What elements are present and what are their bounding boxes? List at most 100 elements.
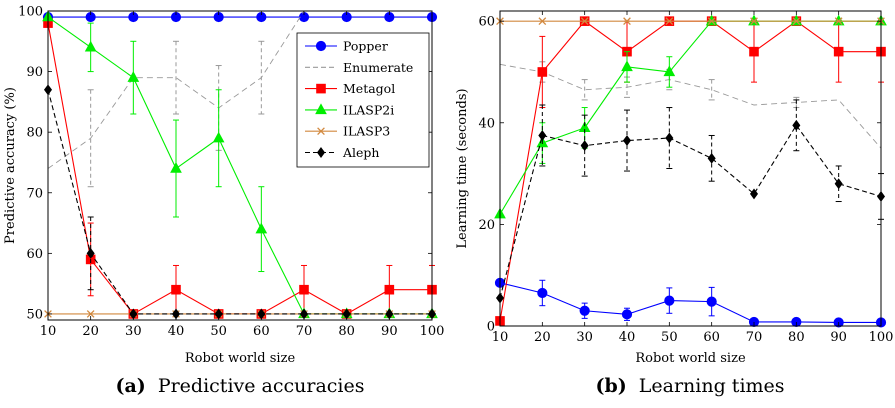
data-point-ilasp3 (623, 17, 631, 26)
chart-a-caption-letter: (a) (115, 375, 145, 397)
series-line-popper (499, 282, 881, 323)
data-point-ilasp3 (86, 310, 95, 318)
series-metagol (495, 16, 886, 326)
chart-b-xlabel: Robot world size (635, 351, 746, 366)
legend-label-popper: Popper (343, 39, 388, 54)
y-tick-label: 0 (487, 320, 495, 335)
x-tick-label: 20 (534, 330, 551, 345)
chart-panel-a: 10 20 30 40 50 60 70 80 90 100 50 60 70 80 90 100 Predi… (3, 5, 444, 398)
data-point-aleph (707, 152, 716, 164)
data-point-metagol (749, 46, 759, 57)
chart-a-ylabel: Predictive accuracy (%) (3, 87, 18, 244)
x-tick-label: 100 (869, 330, 894, 345)
data-point-popper (748, 316, 760, 328)
chart-a-ticks: 10 20 30 40 50 60 70 80 90 100 50 60 70 80 90 100 (18, 5, 444, 340)
legend-label-aleph: Aleph (342, 145, 379, 160)
y-tick-label: 40 (478, 116, 495, 131)
legend-marker-ilasp2i (315, 103, 327, 115)
data-point-aleph (622, 135, 632, 146)
y-tick-label: 20 (478, 218, 495, 233)
legend-label-ilasp2i: ILASP2i (343, 102, 394, 117)
data-point-aleph (792, 119, 801, 131)
data-point-metagol (171, 284, 181, 295)
series-line-enumerate (499, 63, 882, 149)
chart-b-caption-letter: (b) (595, 375, 626, 397)
legend-label-metagol: Metagol (343, 81, 395, 96)
data-point-ilasp3 (834, 17, 843, 26)
legend-marker-aleph (316, 147, 326, 158)
data-point-popper (579, 305, 590, 316)
data-point-metagol (384, 284, 395, 295)
chart-b-caption-text: Learning times (639, 375, 785, 397)
series-line-metagol (499, 20, 881, 322)
y-tick-label: 70 (26, 186, 43, 201)
data-point-ilasp3 (665, 17, 674, 26)
x-tick-label: 70 (296, 324, 313, 339)
series-popper (494, 277, 887, 328)
data-point-aleph (538, 130, 547, 141)
data-point-ilasp3 (580, 17, 589, 26)
chart-a-caption-text: Predictive accuracies (158, 375, 365, 397)
series-popper (42, 11, 438, 23)
x-tick-label: 30 (125, 324, 142, 339)
series-ilasp3 (496, 17, 885, 26)
series-line-aleph (499, 124, 882, 299)
data-point-popper (706, 296, 717, 307)
legend-label-ilasp3: ILASP3 (343, 124, 390, 139)
chart-a-legend: Popper Enumerate Metagol ILASP2i ILASP3 Aleph (296, 32, 430, 168)
chart-b-frame (499, 10, 882, 327)
data-point-ilasp3 (750, 17, 758, 26)
data-point-aleph (749, 188, 759, 200)
y-tick-label: 50 (26, 307, 43, 322)
x-tick-label: 50 (210, 324, 227, 339)
legend-marker-metagol (316, 83, 326, 94)
chart-panel-b: 10 20 30 40 50 60 70 80 90 100 0 20 40 60 Learning ti… (455, 10, 894, 397)
data-point-ilasp3 (538, 17, 547, 26)
chart-a-caption: (a) Predictive accuracies (115, 375, 364, 397)
x-tick-label: 30 (576, 330, 593, 345)
data-point-aleph (665, 132, 674, 144)
legend-label-enumerate: Enumerate (343, 60, 413, 75)
x-tick-label: 90 (830, 330, 847, 345)
y-tick-label: 90 (26, 65, 43, 80)
data-point-metagol (833, 46, 844, 57)
data-point-popper (621, 309, 633, 320)
x-tick-label: 70 (746, 330, 763, 345)
data-point-popper (664, 295, 675, 306)
data-point-ilasp2i (621, 60, 633, 72)
x-tick-label: 100 (420, 324, 445, 339)
x-tick-label: 40 (619, 330, 636, 345)
x-tick-label: 10 (40, 324, 57, 339)
data-point-metagol (537, 67, 548, 77)
data-point-ilasp2i (663, 65, 676, 77)
data-point-aleph (580, 140, 589, 152)
chart-a-marks (42, 10, 438, 320)
legend-box (296, 32, 430, 168)
y-tick-label: 60 (26, 247, 43, 262)
x-tick-label: 20 (82, 324, 99, 339)
data-point-ilasp2i (84, 40, 97, 52)
data-point-aleph (86, 247, 95, 259)
data-point-metagol (299, 284, 309, 295)
series-enumerate (499, 61, 882, 149)
x-tick-label: 40 (168, 324, 185, 339)
series-line-ilasp2i (499, 20, 881, 215)
x-tick-label: 80 (338, 324, 355, 339)
series-ilasp3 (44, 310, 436, 318)
y-tick-label: 100 (18, 5, 43, 20)
x-tick-label: 90 (381, 324, 398, 339)
chart-b-ylabel: Learning time (seconds) (455, 88, 470, 248)
data-point-popper (537, 287, 548, 299)
data-point-ilasp2i (212, 131, 225, 143)
x-tick-label: 80 (788, 330, 805, 345)
x-tick-label: 50 (661, 330, 678, 345)
data-point-aleph (834, 178, 843, 190)
chart-b-marks (494, 14, 887, 328)
legend-marker-ilasp3 (317, 127, 325, 136)
y-tick-label: 80 (26, 126, 43, 141)
x-tick-label: 60 (703, 330, 720, 345)
series-ilasp2i (494, 14, 887, 219)
x-tick-label: 60 (253, 324, 270, 339)
chart-a-xlabel: Robot world size (185, 351, 296, 366)
series-aleph (495, 99, 886, 304)
